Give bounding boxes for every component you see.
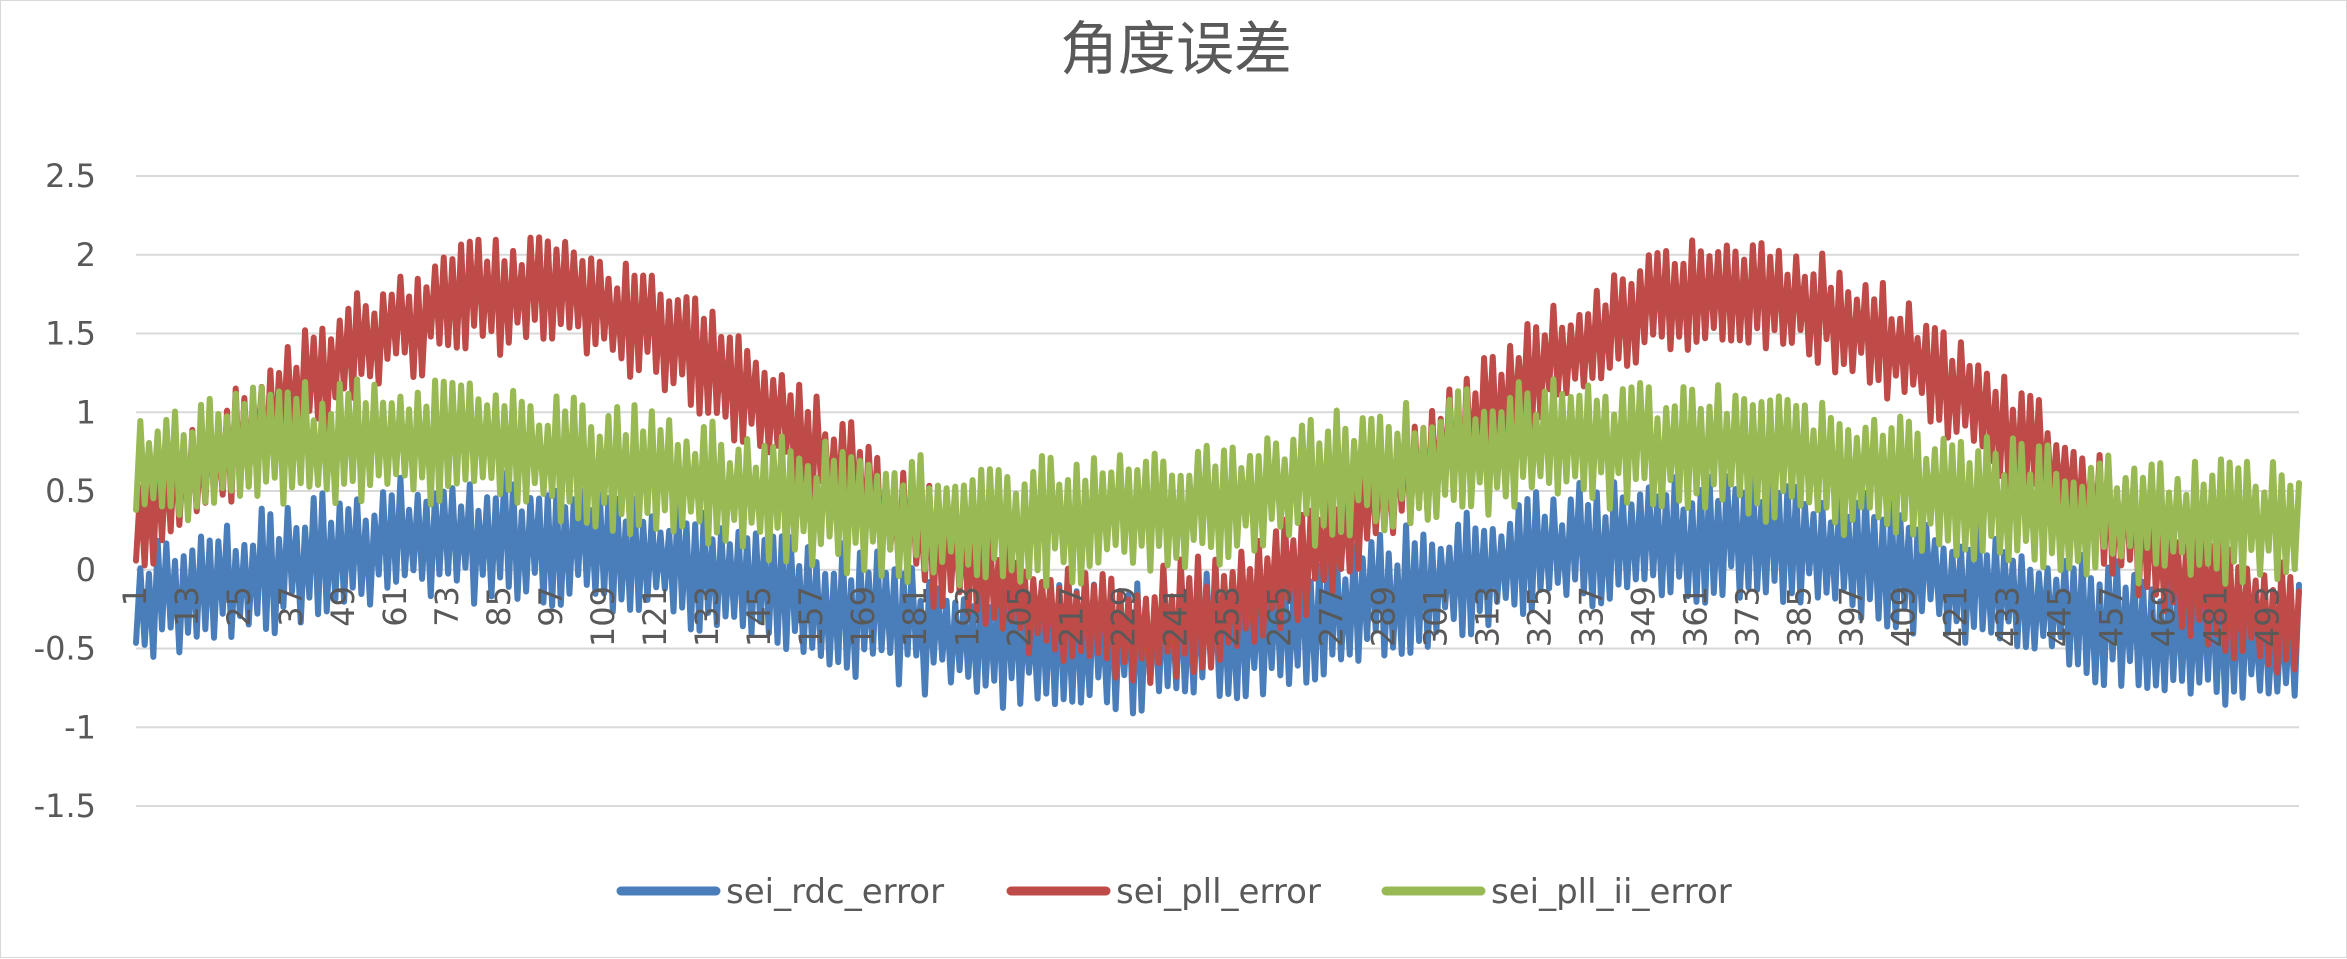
series-line-sei_pll_error <box>133 234 2302 687</box>
x-tick-label: 445 <box>2041 586 2079 647</box>
x-tick-label: 37 <box>272 586 310 627</box>
x-tick-label: 13 <box>168 586 206 627</box>
y-tick-label: 2 <box>76 236 96 274</box>
x-tick-label: 265 <box>1260 586 1298 647</box>
legend-label-sei_pll_ii_error: sei_pll_ii_error <box>1491 872 1732 912</box>
x-tick-label: 241 <box>1156 586 1194 647</box>
x-tick-label: 193 <box>948 586 986 647</box>
x-tick-label: 49 <box>324 586 362 627</box>
y-axis-tick-labels: 2.5 2 1.5 1 0.5 0 -0.5 -1 -1.5 <box>34 157 96 825</box>
x-tick-label: 97 <box>532 586 570 627</box>
x-tick-label: 85 <box>480 586 518 627</box>
chart-title: 角度误差 <box>1060 15 1292 83</box>
x-tick-label: 325 <box>1520 586 1558 647</box>
x-tick-label: 313 <box>1468 586 1506 647</box>
x-tick-label: 25 <box>220 586 258 627</box>
x-tick-label: 205 <box>1000 586 1038 647</box>
series-lines <box>133 234 2302 717</box>
x-tick-label: 109 <box>584 586 622 647</box>
legend-label-sei_pll_error: sei_pll_error <box>1116 872 1321 912</box>
y-tick-label: 1.5 <box>45 315 96 353</box>
y-tick-label: 0.5 <box>45 472 96 510</box>
x-tick-label: 217 <box>1052 586 1090 647</box>
x-tick-label: 397 <box>1833 586 1871 647</box>
y-tick-label: -0.5 <box>34 630 96 668</box>
x-tick-label: 253 <box>1208 586 1246 647</box>
x-tick-label: 277 <box>1312 586 1350 647</box>
x-tick-label: 469 <box>2145 586 2183 647</box>
x-tick-label: 157 <box>792 586 830 647</box>
y-tick-label: 2.5 <box>45 157 96 195</box>
x-tick-label: 133 <box>688 586 726 647</box>
x-tick-label: 337 <box>1572 586 1610 647</box>
x-tick-label: 409 <box>1885 586 1923 647</box>
x-axis-tick-labels: 1 13 25 37 49 61 73 85 97 109 121 133 145 157 169 181 19… <box>116 586 2287 647</box>
x-tick-label: 121 <box>636 586 674 647</box>
x-tick-label: 61 <box>376 586 414 627</box>
series-line-sei_pll_ii_error <box>133 376 2302 590</box>
x-tick-label: 349 <box>1624 586 1662 647</box>
x-tick-label: 1 <box>116 586 154 606</box>
legend-label-sei_rdc_error: sei_rdc_error <box>726 872 944 912</box>
x-tick-label: 481 <box>2197 586 2235 647</box>
x-tick-label: 433 <box>1989 586 2027 647</box>
x-tick-label: 301 <box>1416 586 1454 647</box>
x-tick-label: 457 <box>2093 586 2131 647</box>
x-tick-label: 493 <box>2249 586 2287 647</box>
x-tick-label: 181 <box>896 586 934 647</box>
x-tick-label: 169 <box>844 586 882 647</box>
x-tick-label: 145 <box>740 586 778 647</box>
x-tick-label: 421 <box>1937 586 1975 647</box>
x-tick-label: 73 <box>428 586 466 627</box>
x-tick-label: 229 <box>1104 586 1142 647</box>
y-tick-label: 0 <box>76 551 96 589</box>
x-tick-label: 385 <box>1781 586 1819 647</box>
y-tick-label: -1.5 <box>34 787 96 825</box>
y-tick-label: 1 <box>76 393 96 431</box>
y-tick-label: -1 <box>64 708 96 746</box>
x-tick-label: 373 <box>1728 586 1766 647</box>
legend: sei_rdc_error sei_pll_error sei_pll_ii_err… <box>616 872 1732 912</box>
x-tick-label: 361 <box>1676 586 1714 647</box>
x-tick-label: 289 <box>1364 586 1402 647</box>
